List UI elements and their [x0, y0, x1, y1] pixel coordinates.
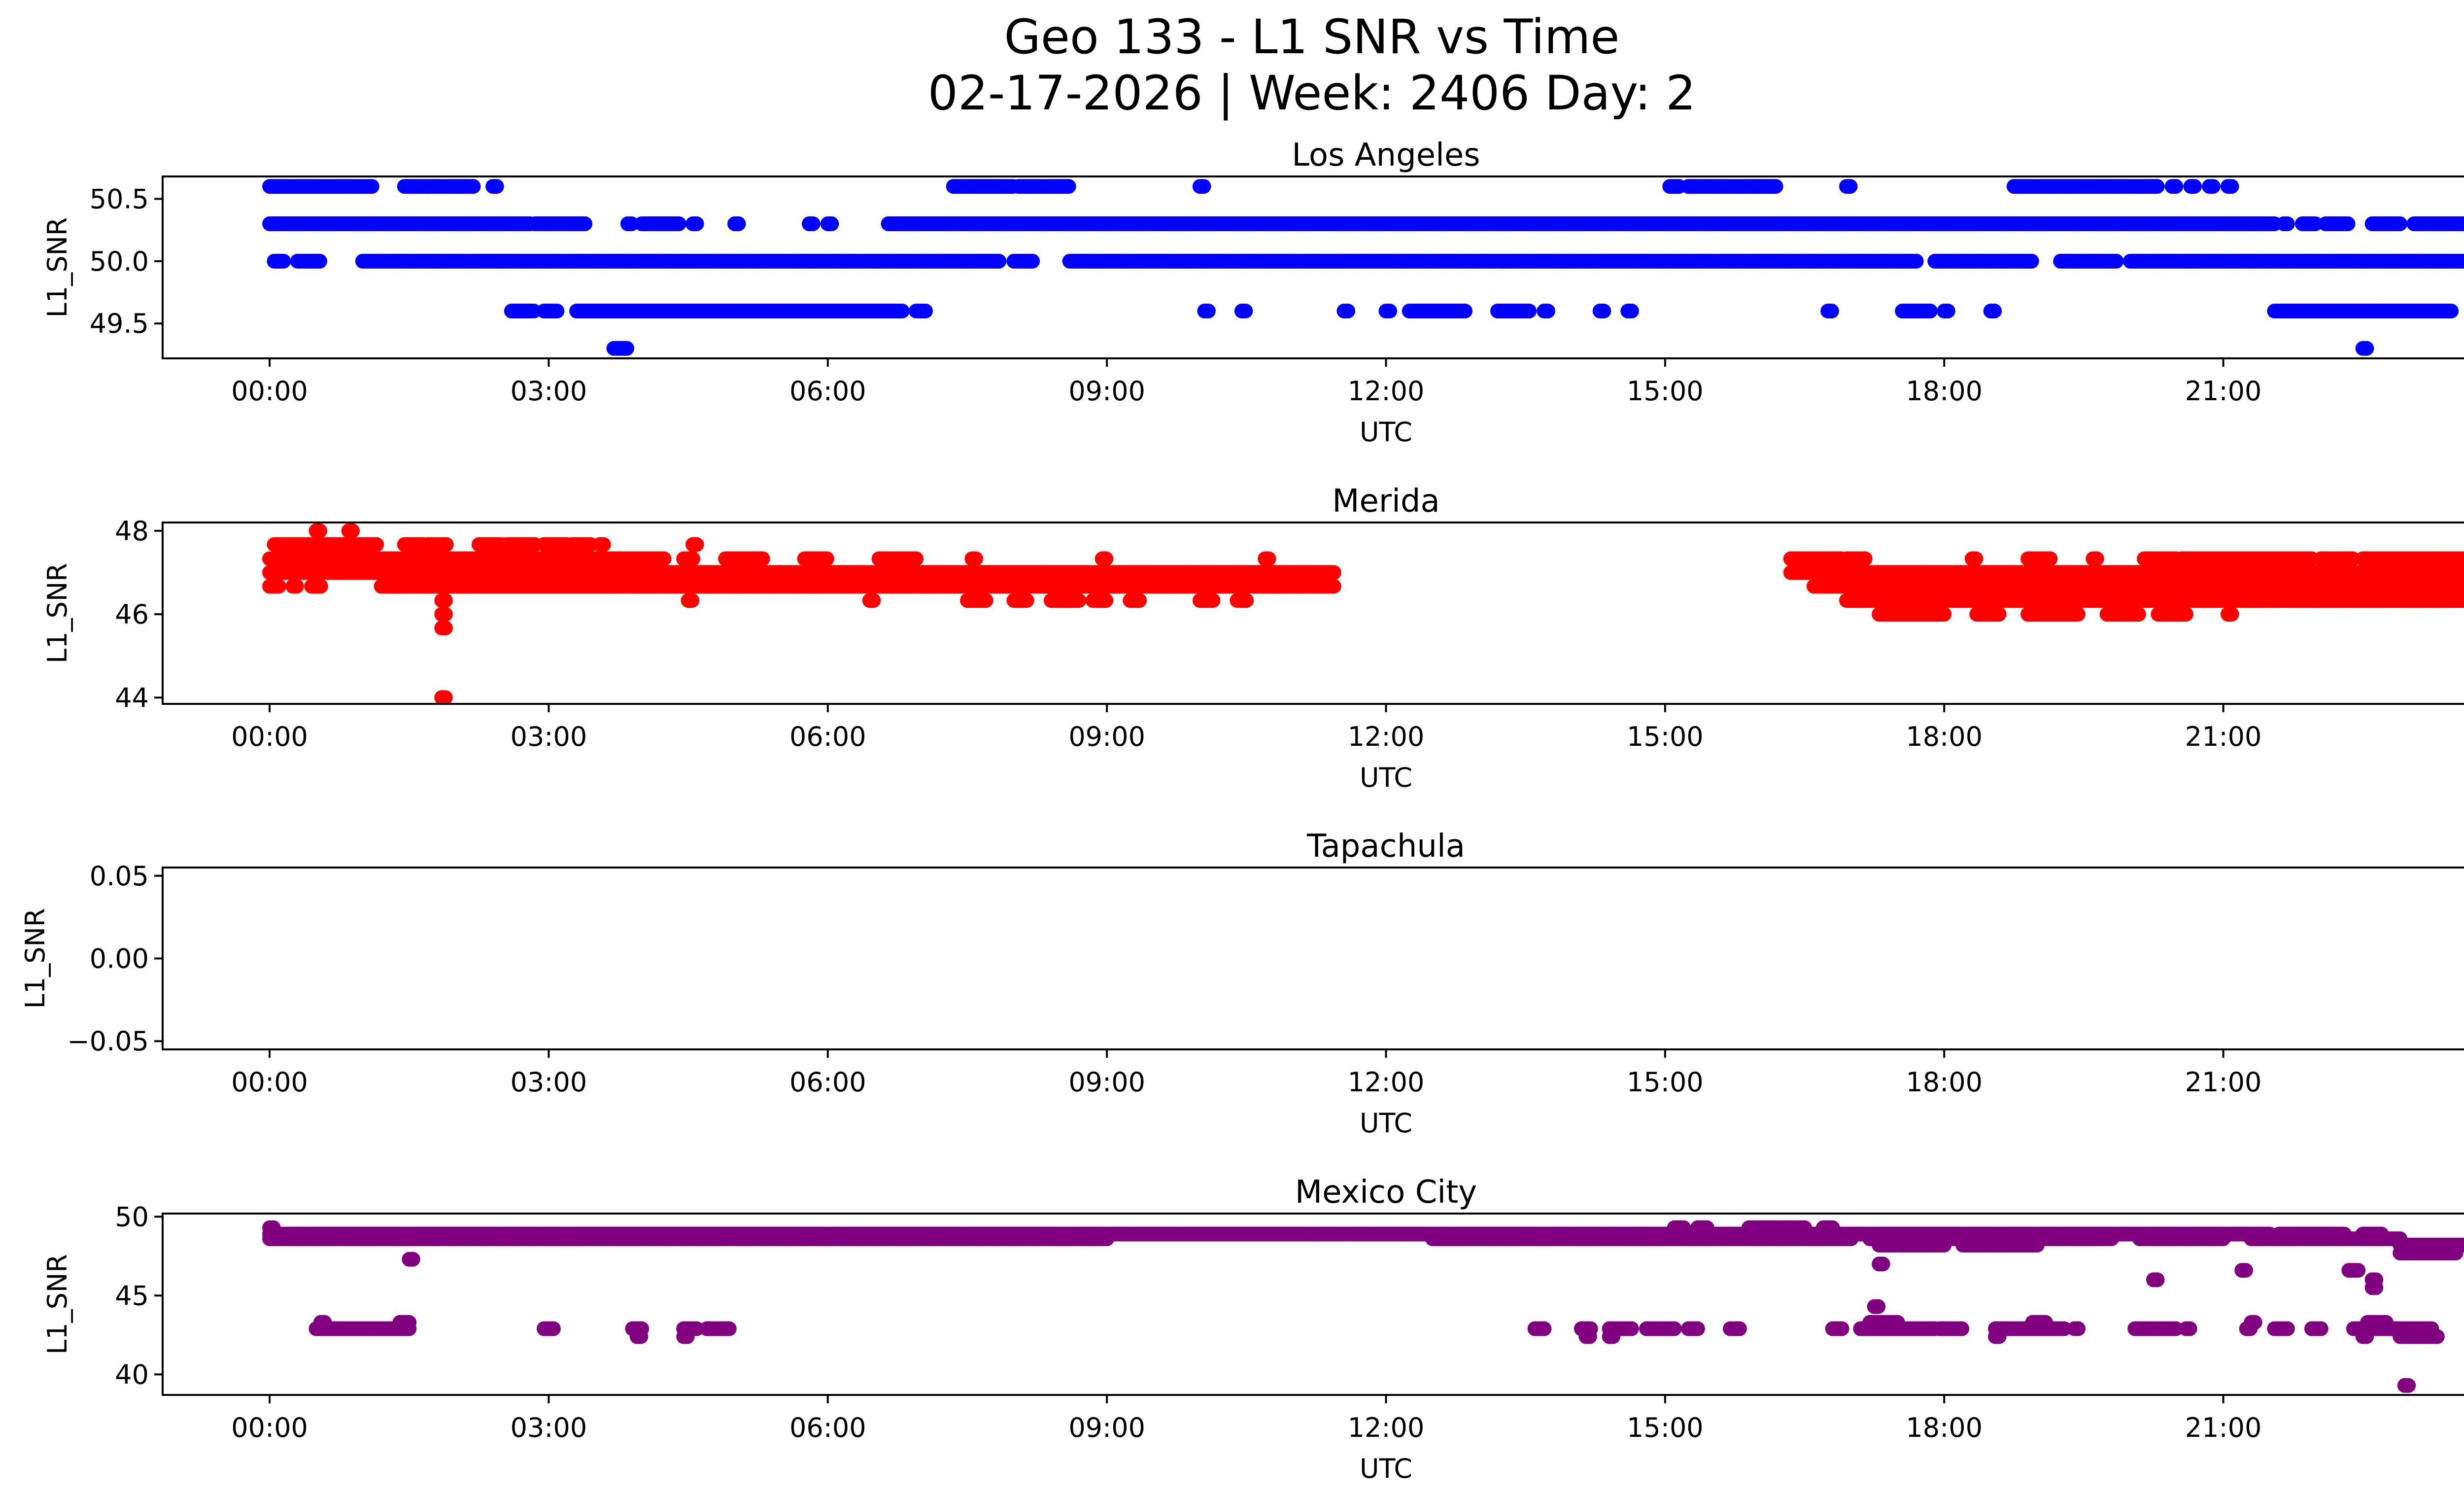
data-point	[689, 537, 704, 552]
data-series	[262, 523, 2464, 704]
data-point	[824, 216, 839, 231]
data-point	[1061, 179, 1076, 194]
x-tick-label: 21:00	[2185, 376, 2262, 407]
data-point	[1843, 179, 1858, 194]
chart-title: Geo 133 - L1 SNR vs Time	[1004, 9, 1620, 65]
data-point	[671, 216, 686, 231]
data-point	[689, 216, 704, 231]
data-point	[1025, 253, 1040, 269]
x-tick-label: 18:00	[1906, 376, 1983, 407]
data-point	[731, 216, 746, 231]
data-point	[526, 304, 542, 318]
data-point	[1987, 304, 2002, 318]
data-point	[313, 579, 328, 594]
data-point	[2393, 216, 2408, 231]
data-point	[2043, 551, 2058, 566]
x-tick-label: 15:00	[1627, 376, 1704, 407]
data-point	[2340, 216, 2356, 231]
x-axis-label: UTC	[1360, 417, 1412, 448]
data-point	[364, 179, 379, 194]
data-point	[2444, 304, 2459, 318]
data-point	[2345, 551, 2360, 566]
y-tick-label: 50.0	[90, 246, 149, 277]
data-point	[894, 304, 910, 318]
data-point	[466, 179, 481, 194]
data-point	[1458, 304, 1472, 318]
data-point	[596, 537, 611, 552]
data-point	[1824, 304, 1839, 318]
data-point	[685, 551, 701, 566]
data-point	[2280, 216, 2295, 231]
data-point	[439, 537, 454, 552]
panel-los-angeles: Los Angeles 49.5 50.0 50.5 00:00 03:00 06:00 09…	[42, 137, 2464, 448]
data-point	[1261, 551, 1276, 566]
data-point	[2461, 255, 2464, 267]
data-point	[2187, 179, 2202, 194]
data-point	[1968, 551, 1984, 566]
data-point	[1624, 304, 1639, 318]
data-series	[262, 179, 2464, 356]
data-point	[2462, 568, 2464, 577]
data-point	[918, 304, 933, 318]
data-point	[1768, 179, 1783, 194]
data-point	[369, 537, 384, 552]
data-point	[1922, 304, 1938, 318]
y-tick-label: 49.5	[90, 308, 149, 339]
data-point	[345, 523, 360, 538]
y-tick-label: 50.5	[90, 183, 149, 214]
data-point	[312, 523, 327, 538]
data-point	[549, 304, 565, 318]
x-tick-label: 12:00	[1348, 376, 1425, 407]
data-point	[1098, 551, 1114, 566]
data-point	[1340, 304, 1356, 318]
data-point	[656, 551, 672, 566]
data-point	[2359, 341, 2374, 356]
y-axis-label: L1_SNR	[42, 217, 73, 318]
data-point	[276, 253, 291, 269]
data-point	[1196, 179, 1211, 194]
data-point	[272, 579, 286, 594]
x-tick-label: 06:00	[789, 376, 866, 407]
data-point	[624, 216, 639, 231]
data-point	[1238, 304, 1253, 318]
data-point	[312, 253, 327, 269]
data-point	[1326, 565, 1341, 580]
data-point	[2461, 553, 2464, 564]
data-point	[1909, 253, 1924, 269]
data-point	[2109, 253, 2124, 269]
data-point	[2024, 253, 2039, 269]
data-point	[1522, 304, 1537, 318]
data-point	[1940, 304, 1955, 318]
data-point	[755, 551, 770, 566]
panel-title: Los Angeles	[1292, 137, 1480, 174]
data-point	[1200, 304, 1216, 318]
data-point	[968, 551, 983, 566]
data-point	[2462, 219, 2464, 229]
x-tick-label: 03:00	[511, 376, 587, 407]
data-point	[1382, 304, 1398, 318]
data-point	[619, 341, 634, 356]
data-point	[2224, 179, 2239, 194]
data-point	[2308, 216, 2323, 231]
data-point	[819, 551, 834, 566]
x-tick-label: 00:00	[231, 376, 308, 407]
data-point	[992, 253, 1007, 269]
data-point	[2150, 179, 2165, 194]
panel-title: Merida	[1332, 483, 1440, 520]
data-point	[2205, 179, 2221, 194]
chart-subtitle: 02-17-2026 | Week: 2406 Day: 2	[928, 66, 1696, 121]
data-point	[805, 216, 821, 231]
data-point	[1596, 304, 1611, 318]
x-tick-label: 09:00	[1068, 376, 1145, 407]
data-point	[2168, 179, 2184, 194]
data-point	[1540, 304, 1555, 318]
data-point	[289, 579, 304, 594]
data-point	[2089, 551, 2104, 566]
data-point	[578, 216, 593, 231]
data-point	[489, 179, 504, 194]
data-point	[909, 551, 924, 566]
data-point	[1857, 551, 1873, 566]
